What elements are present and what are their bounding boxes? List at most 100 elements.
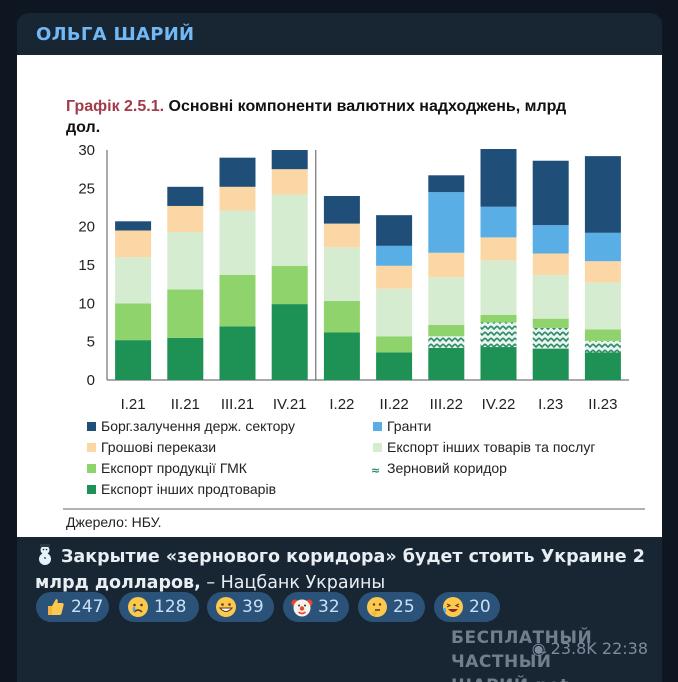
- grinning-face-icon: [216, 597, 236, 617]
- chart-source: Джерело: НБУ.: [66, 514, 162, 530]
- bar-segment-debt: [323, 196, 360, 224]
- bar-segment-debt: [480, 149, 517, 207]
- bar-segment-gmk: [532, 318, 569, 328]
- y-tick-label: 25: [78, 180, 95, 197]
- legend-swatch-remittances: [87, 443, 96, 452]
- message-meta: ◉ 23.8K 22:38: [532, 639, 648, 658]
- y-tick-label: 20: [78, 219, 95, 236]
- bar-segment-other_food: [376, 352, 413, 380]
- crying-face-icon: [128, 597, 148, 617]
- bar-segment-debt: [219, 157, 256, 187]
- x-tick-label: II.22: [380, 396, 409, 413]
- chart-bars: [115, 149, 621, 380]
- bar-segment-gmk: [219, 274, 256, 327]
- chart-title-line2: дол.: [66, 119, 100, 136]
- bar-segment-gmk: [271, 265, 308, 305]
- bar-segment-grain_corridor: [532, 327, 569, 349]
- chart-image[interactable]: Графік 2.5.1. Основні компоненти валютни…: [17, 55, 662, 537]
- thinking-face-icon: [367, 597, 387, 617]
- bar-segment-grants: [376, 245, 413, 266]
- bar-segment-remittances: [428, 252, 465, 278]
- legend-label-grants: Гранти: [387, 418, 431, 434]
- bar-segment-gmk: [480, 314, 517, 323]
- bar-segment-other_goods: [167, 232, 204, 290]
- thumbs-up-icon: [48, 599, 64, 615]
- bar-segment-other_goods: [532, 274, 569, 319]
- y-tick-label: 0: [87, 372, 95, 389]
- views-count: 23.8K: [550, 639, 597, 658]
- bar-segment-other_goods: [480, 260, 517, 315]
- bar-segment-other_food: [532, 348, 569, 380]
- chart-title-prefix: Графік 2.5.1.: [66, 98, 164, 115]
- chart-x-labels: I.21 II.21 III.21 IV.21 I.22 II.22 III.22 IV.22…: [121, 396, 618, 413]
- chart-title-main: Основні компоненти валютних надходжень, …: [164, 98, 566, 115]
- chart-legend: Борг.залучення держ. сектору Гранти Грошов…: [87, 418, 595, 497]
- bar-segment-remittances: [532, 253, 569, 275]
- bar-segment-grain_corridor: [480, 322, 517, 348]
- caption-headline: Закрытие «зернового коридора» будет стои…: [35, 547, 645, 593]
- reaction-thumbs-up[interactable]: 247: [36, 592, 109, 622]
- watermark-line1: БЕСПЛАТНЫЙ ЧАСТНЫЙ: [451, 628, 593, 672]
- x-tick-label: IV.22: [482, 396, 516, 413]
- bar-segment-other_food: [271, 304, 308, 380]
- bar-segment-other_food: [115, 340, 152, 380]
- x-tick-label: II.23: [588, 396, 617, 413]
- reaction-count: 39: [242, 597, 264, 617]
- watermark-line2: ШАРИЙ.net: [451, 674, 662, 682]
- y-tick-label: 10: [78, 295, 95, 312]
- x-tick-label: III.21: [221, 396, 254, 413]
- reaction-count: 247: [71, 597, 104, 617]
- bar-segment-remittances: [323, 223, 360, 248]
- bar-segment-other_food: [428, 347, 465, 380]
- reaction-grinning[interactable]: 39: [207, 592, 274, 622]
- legend-swatch-debt: [87, 422, 96, 431]
- post-caption: Закрытие «зернового коридора» будет стои…: [35, 544, 655, 596]
- reaction-count: 20: [469, 597, 491, 617]
- legend-label-other_food: Експорт інших продтоварів: [101, 481, 276, 497]
- chart: Графік 2.5.1. Основні компоненти валютни…: [63, 98, 645, 530]
- bar-segment-other_food: [480, 347, 517, 380]
- bar-segment-grants: [428, 192, 465, 253]
- reaction-clown[interactable]: 32: [283, 592, 349, 622]
- bar-segment-other_goods: [323, 247, 360, 302]
- reaction-crying[interactable]: 128: [119, 592, 199, 622]
- bar-segment-gmk: [323, 301, 360, 333]
- views-icon: ◉: [531, 639, 546, 658]
- watermark: БЕСПЛАТНЫЙ ЧАСТНЫЙ ШАРИЙ.net: [451, 626, 662, 682]
- y-tick-label: 30: [78, 142, 95, 159]
- message-bubble: ОЛЬГА ШАРИЙ Графік 2.5.1. Основні компон…: [17, 13, 662, 682]
- bar-segment-remittances: [115, 230, 152, 258]
- y-tick-label: 5: [87, 334, 95, 351]
- legend-swatch-grants: [373, 422, 382, 431]
- caption-attribution: – Нацбанк Украины: [200, 573, 386, 593]
- legend-swatch-other_food: [87, 485, 96, 494]
- bar-segment-other_goods: [115, 257, 152, 304]
- bar-segment-debt: [376, 215, 413, 246]
- bar-segment-debt: [271, 150, 308, 170]
- bar-segment-other_food: [167, 337, 204, 380]
- chart-title-line1: Графік 2.5.1. Основні компоненти валютни…: [66, 98, 566, 115]
- bar-segment-debt: [532, 160, 569, 226]
- channel-name[interactable]: ОЛЬГА ШАРИЙ: [36, 24, 195, 45]
- reaction-laughing[interactable]: 20: [434, 592, 500, 622]
- bar-segment-debt: [584, 156, 621, 233]
- bar-segment-grants: [480, 206, 517, 238]
- x-tick-label: I.23: [538, 396, 563, 413]
- bar-segment-grain_corridor: [584, 340, 621, 353]
- x-tick-label: I.22: [329, 396, 354, 413]
- legend-label-gmk: Експорт продукції ГМК: [101, 460, 248, 476]
- bar-segment-remittances: [219, 186, 256, 211]
- bar-segment-other_food: [219, 326, 256, 380]
- legend-label-grain_corridor: Зерновий коридор: [387, 460, 507, 476]
- legend-swatch-grain: ≈: [371, 464, 380, 477]
- bar-segment-other_goods: [219, 210, 256, 275]
- legend-label-debt: Борг.залучення держ. сектору: [101, 418, 295, 434]
- reaction-thinking[interactable]: 25: [358, 592, 425, 622]
- bar-segment-grants: [584, 232, 621, 262]
- legend-label-remittances: Грошові перекази: [101, 439, 216, 455]
- laughing-face-icon: [443, 597, 463, 617]
- bar-segment-debt: [428, 175, 465, 193]
- bar-segment-other_goods: [376, 288, 413, 337]
- bar-segment-remittances: [584, 261, 621, 283]
- x-tick-label: IV.21: [273, 396, 307, 413]
